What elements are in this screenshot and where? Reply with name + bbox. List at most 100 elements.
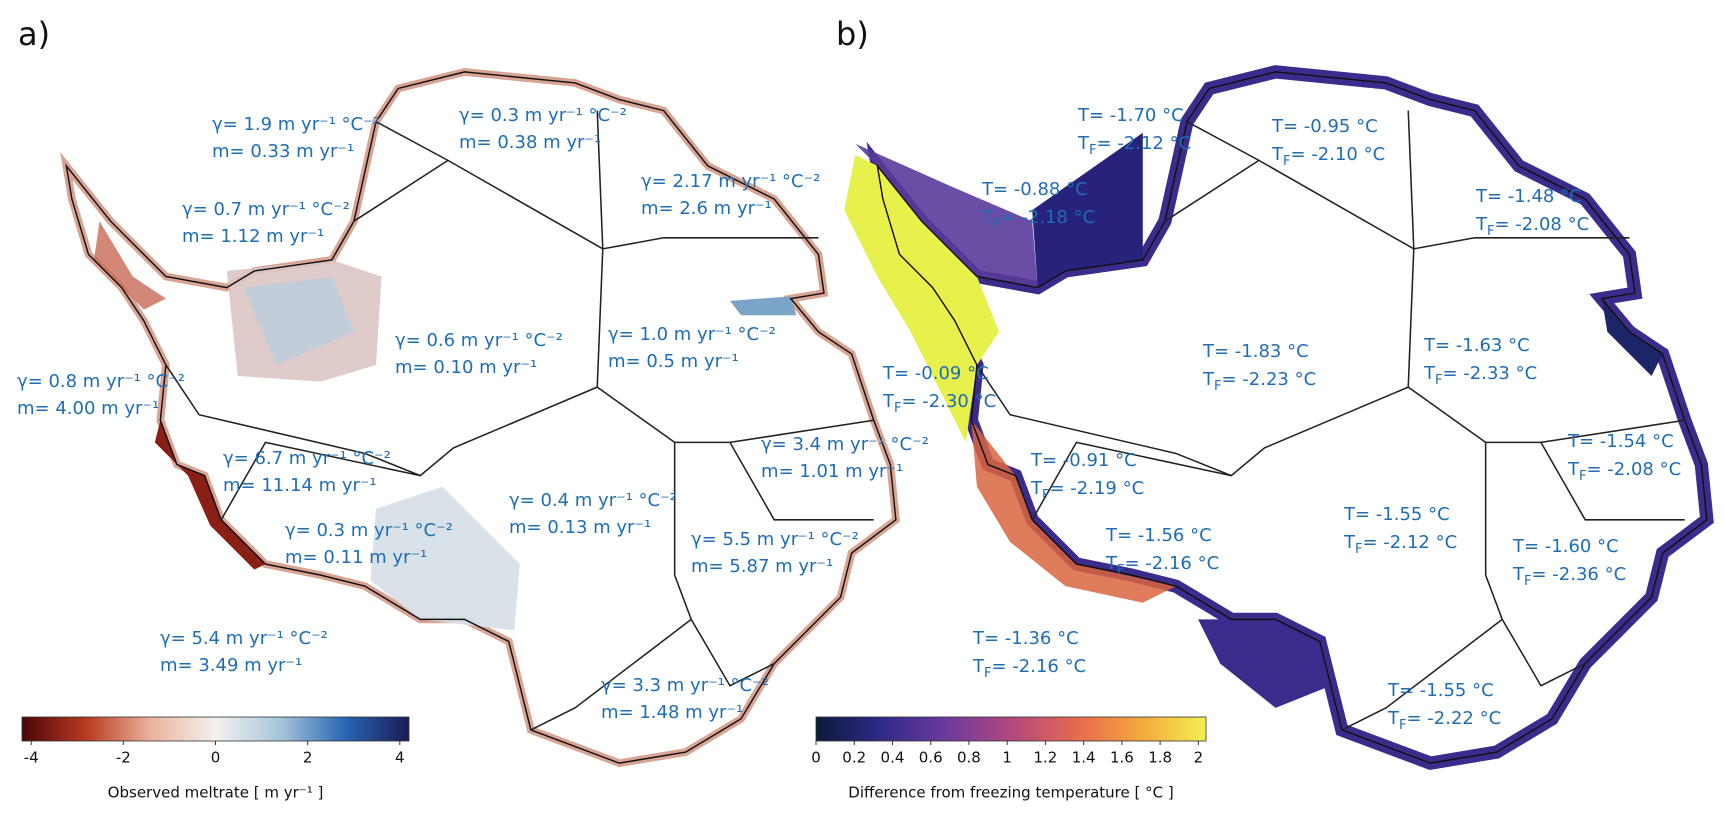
- tf-symbol: T: [1567, 459, 1580, 480]
- melt-label: m= 1.48 m yr⁻¹: [601, 702, 743, 723]
- colorbar-tick-label: 0.2: [842, 749, 866, 767]
- tf-subscript: F: [1579, 469, 1586, 484]
- gamma-label: γ= 0.4 m yr⁻¹ °C⁻²: [509, 490, 677, 511]
- tf-symbol: T: [1423, 363, 1436, 384]
- temperature-label: T= -1.83 °C: [1202, 341, 1309, 362]
- temperature-label: T= -1.48 °C: [1475, 186, 1582, 207]
- tf-subscript: F: [1042, 488, 1049, 503]
- gamma-label: γ= 0.8 m yr⁻¹ °C⁻²: [17, 371, 185, 392]
- tf-value: = -2.08 °C: [1586, 459, 1681, 480]
- tf-symbol: T: [972, 656, 985, 677]
- tf-symbol: T: [1343, 532, 1356, 553]
- colorbar-tick-label: 1.8: [1148, 749, 1172, 767]
- tf-symbol: T: [1202, 369, 1215, 390]
- gamma-label: γ= 0.3 m yr⁻¹ °C⁻²: [459, 105, 627, 126]
- temperature-label: T= -1.55 °C: [1343, 504, 1450, 525]
- panel-label: a): [18, 15, 50, 53]
- tf-subscript: F: [1355, 542, 1362, 557]
- freezing-temperature-label: TF= -2.16 °C: [972, 656, 1086, 681]
- melt-label: m= 0.5 m yr⁻¹: [608, 351, 739, 372]
- tf-value: = -2.33 °C: [1442, 363, 1537, 384]
- tf-value: = -2.16 °C: [1124, 553, 1219, 574]
- tf-symbol: T: [1475, 214, 1488, 235]
- temperature-label: T= -1.36 °C: [972, 628, 1079, 649]
- temperature-label: T= -1.54 °C: [1567, 431, 1674, 452]
- colorbar-tick-label: 4: [395, 749, 405, 767]
- temperature-label: T= -1.70 °C: [1077, 105, 1184, 126]
- freezing-temperature-label: TF= -2.18 °C: [981, 207, 1095, 232]
- melt-label: m= 3.49 m yr⁻¹: [160, 655, 302, 676]
- tf-symbol: T: [1512, 564, 1525, 585]
- tf-subscript: F: [984, 666, 991, 681]
- gamma-label: γ= 6.7 m yr⁻¹ °C⁻²: [223, 448, 391, 469]
- temperature-label: T= -0.88 °C: [981, 179, 1088, 200]
- freezing-temperature-label: TF= -2.12 °C: [1343, 532, 1457, 557]
- tf-value: = -2.30 °C: [901, 391, 996, 412]
- freezing-temperature-label: TF= -2.36 °C: [1512, 564, 1626, 589]
- gamma-label: γ= 0.6 m yr⁻¹ °C⁻²: [395, 330, 563, 351]
- temperature-label: T= -1.55 °C: [1387, 680, 1494, 701]
- colorbar-tick-label: 0.4: [881, 749, 905, 767]
- colorbar-tick-label: 1.2: [1033, 749, 1057, 767]
- tf-subscript: F: [993, 217, 1000, 232]
- temperature-label: T= -1.63 °C: [1423, 335, 1530, 356]
- freezing-temperature-label: TF= -2.08 °C: [1475, 214, 1589, 239]
- tf-symbol: T: [1030, 478, 1043, 499]
- tf-symbol: T: [882, 391, 895, 412]
- tf-value: = -2.16 °C: [991, 656, 1086, 677]
- gamma-label: γ= 3.3 m yr⁻¹ °C⁻²: [601, 675, 769, 696]
- tf-value: = -2.12 °C: [1362, 532, 1457, 553]
- temperature-label: T= -1.60 °C: [1512, 536, 1619, 557]
- tf-value: = -2.23 °C: [1221, 369, 1316, 390]
- colorbar-tick-label: 1.4: [1072, 749, 1096, 767]
- colorbar: [21, 716, 410, 742]
- melt-label: m= 0.11 m yr⁻¹: [285, 547, 427, 568]
- melt-label: m= 1.12 m yr⁻¹: [182, 226, 324, 247]
- melt-label: m= 1.01 m yr⁻¹: [761, 461, 903, 482]
- tf-symbol: T: [1387, 708, 1400, 729]
- gamma-label: γ= 1.0 m yr⁻¹ °C⁻²: [608, 324, 776, 345]
- freezing-temperature-label: TF= -2.33 °C: [1423, 363, 1537, 388]
- freezing-temperature-label: TF= -2.08 °C: [1567, 459, 1681, 484]
- tf-value: = -2.36 °C: [1531, 564, 1626, 585]
- melt-label: m= 0.38 m yr⁻¹: [459, 132, 601, 153]
- melt-label: m= 0.13 m yr⁻¹: [509, 517, 651, 538]
- freezing-temperature-label: TF= -2.16 °C: [1105, 553, 1219, 578]
- tf-subscript: F: [894, 401, 901, 416]
- tf-subscript: F: [1283, 154, 1290, 169]
- tf-symbol: T: [981, 207, 994, 228]
- gamma-label: γ= 1.9 m yr⁻¹ °C⁻²: [212, 114, 380, 135]
- colorbar-label: Observed meltrate [ m yr⁻¹ ]: [108, 784, 324, 802]
- tf-value: = -2.19 °C: [1049, 478, 1144, 499]
- temperature-label: T= -0.09 °C: [882, 363, 989, 384]
- colorbar-tick-label: 2: [303, 749, 313, 767]
- tf-value: = -2.10 °C: [1290, 144, 1385, 165]
- tf-subscript: F: [1089, 143, 1096, 158]
- colorbar-tick-label: -4: [24, 749, 39, 767]
- gamma-label: γ= 2.17 m yr⁻¹ °C⁻²: [641, 171, 820, 192]
- melt-label: m= 2.6 m yr⁻¹: [641, 198, 772, 219]
- colorbar-tick-label: 0.6: [919, 749, 943, 767]
- colorbar-tick-label: -2: [116, 749, 131, 767]
- tf-symbol: T: [1105, 553, 1118, 574]
- tf-value: = -2.18 °C: [1000, 207, 1095, 228]
- tf-symbol: T: [1077, 133, 1090, 154]
- map-a: [66, 72, 896, 763]
- freezing-temperature-label: TF= -2.30 °C: [882, 391, 996, 416]
- tf-symbol: T: [1271, 144, 1284, 165]
- tf-value: = -2.08 °C: [1494, 214, 1589, 235]
- colorbar-tick-label: 0.8: [957, 749, 981, 767]
- temperature-label: T= -1.56 °C: [1105, 525, 1212, 546]
- tf-value: = -2.22 °C: [1406, 708, 1501, 729]
- colorbar-tick-label: 1: [1002, 749, 1012, 767]
- gamma-label: γ= 0.3 m yr⁻¹ °C⁻²: [285, 520, 453, 541]
- map-b: [844, 72, 1707, 763]
- melt-label: m= 5.87 m yr⁻¹: [691, 556, 833, 577]
- temperature-label: T= -0.95 °C: [1271, 116, 1378, 137]
- melt-label: m= 11.14 m yr⁻¹: [223, 475, 377, 496]
- colorbar-tick-label: 0: [811, 749, 821, 767]
- freezing-temperature-label: TF= -2.23 °C: [1202, 369, 1316, 394]
- tf-subscript: F: [1487, 224, 1494, 239]
